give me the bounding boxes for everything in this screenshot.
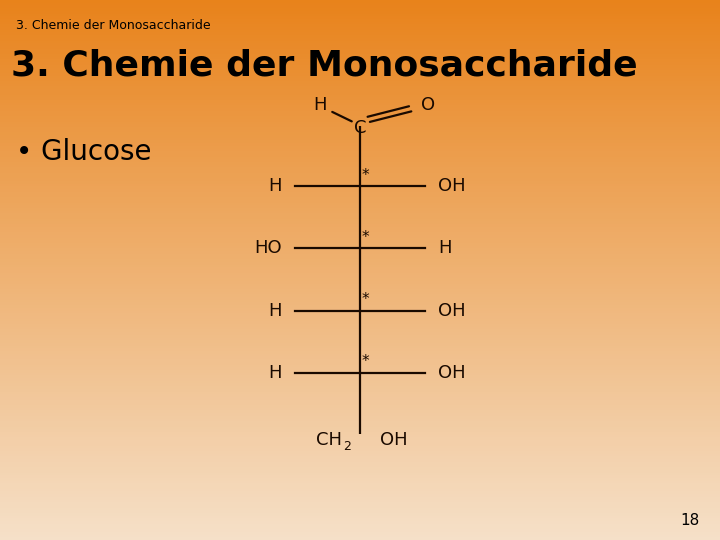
Text: OH: OH	[438, 363, 465, 382]
Text: H: H	[269, 177, 282, 195]
Text: *: *	[362, 168, 369, 183]
Text: *: *	[362, 230, 369, 245]
Text: H: H	[269, 301, 282, 320]
Text: C: C	[354, 119, 366, 137]
Text: H: H	[269, 363, 282, 382]
Text: O: O	[421, 96, 436, 114]
Text: OH: OH	[380, 431, 408, 449]
Text: *: *	[362, 354, 369, 369]
Text: CH: CH	[316, 431, 342, 449]
Text: HO: HO	[255, 239, 282, 258]
Text: 3. Chemie der Monosaccharide: 3. Chemie der Monosaccharide	[16, 19, 210, 32]
Text: • Glucose: • Glucose	[16, 138, 151, 166]
Text: 3. Chemie der Monosaccharide: 3. Chemie der Monosaccharide	[11, 49, 637, 83]
Text: OH: OH	[438, 301, 465, 320]
Text: H: H	[438, 239, 451, 258]
Text: 18: 18	[680, 513, 700, 528]
Text: H: H	[314, 96, 327, 114]
Text: *: *	[362, 292, 369, 307]
Text: 2: 2	[343, 440, 351, 453]
Text: OH: OH	[438, 177, 465, 195]
